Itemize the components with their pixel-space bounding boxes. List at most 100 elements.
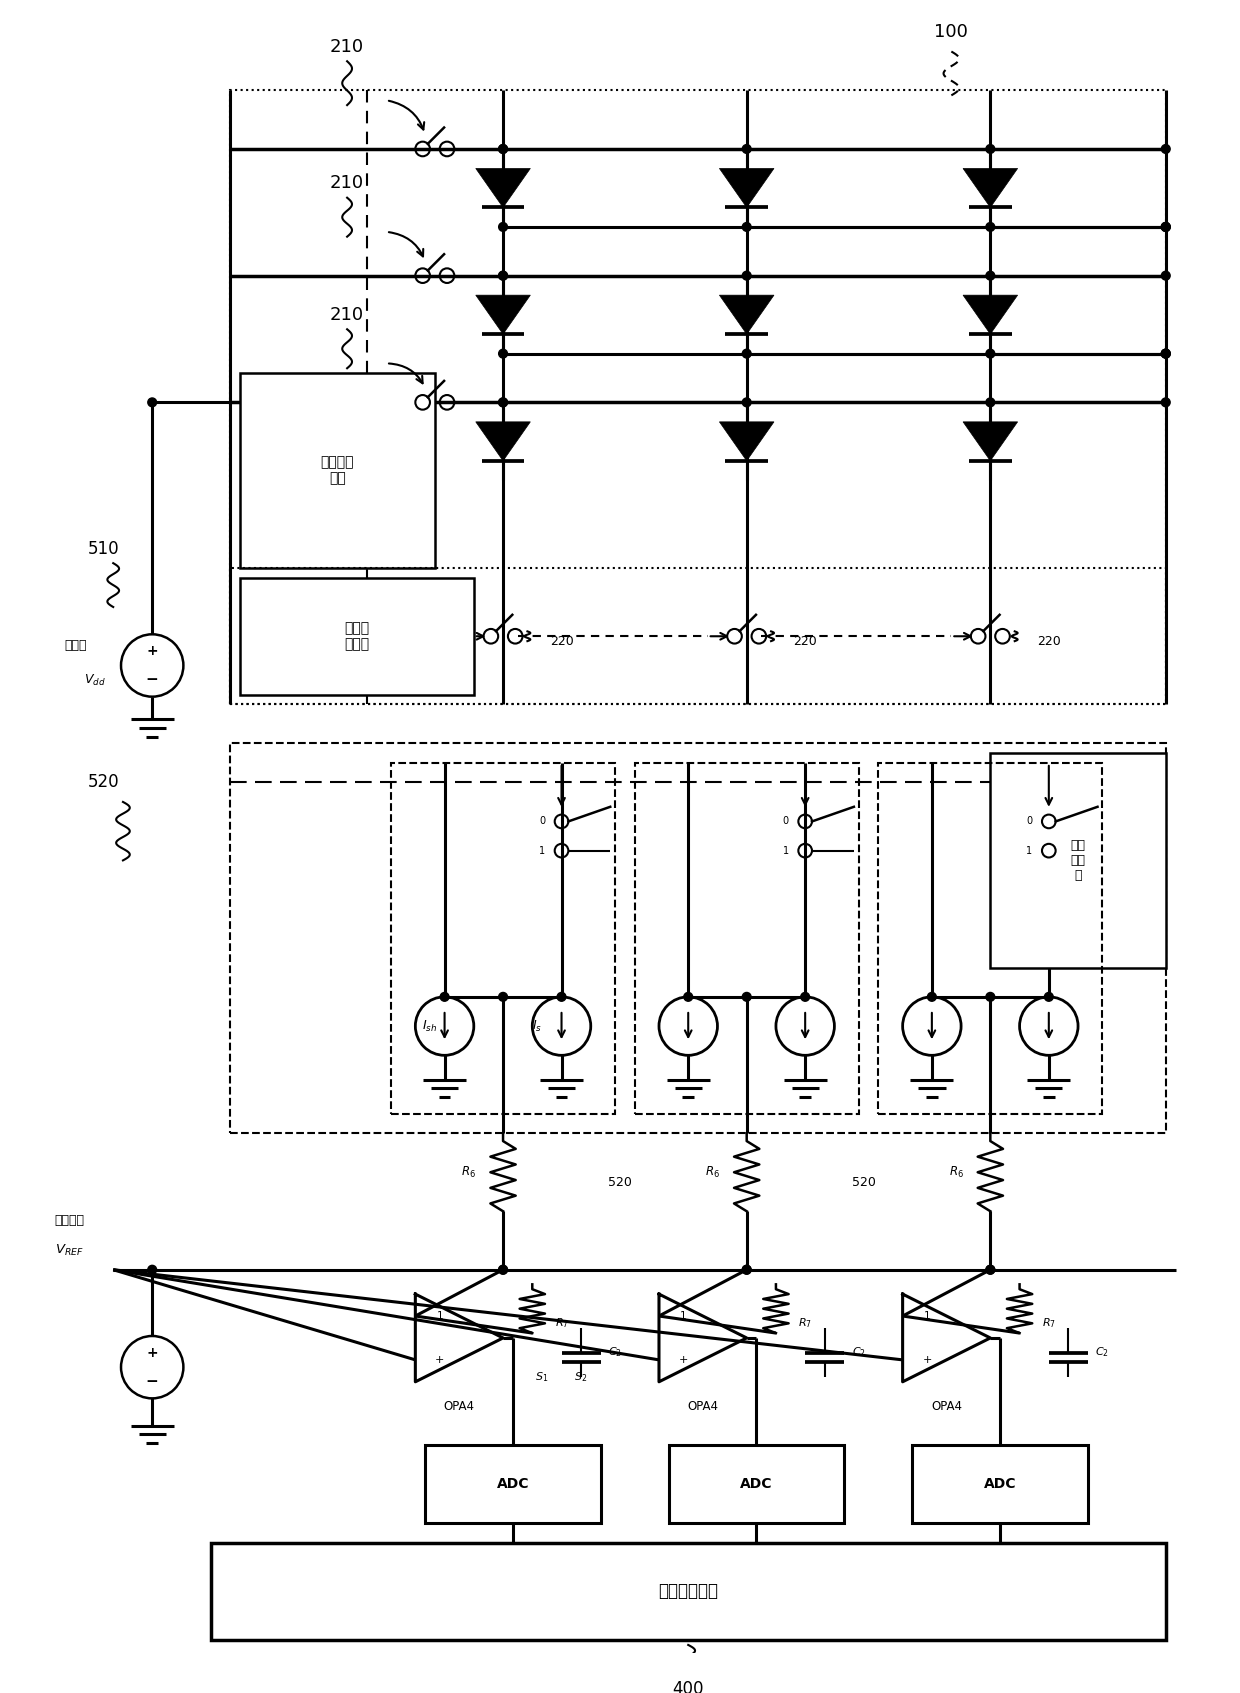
Bar [991,753,1166,968]
Circle shape [986,398,994,406]
Polygon shape [963,422,1018,460]
Text: $V_{REF}$: $V_{REF}$ [55,1243,84,1258]
Bar [239,372,435,569]
Circle shape [1162,144,1171,154]
Circle shape [1162,222,1171,232]
Circle shape [986,144,994,154]
Text: 520: 520 [88,774,119,791]
Text: 220: 220 [549,635,573,648]
Text: 400: 400 [672,1679,704,1693]
Circle shape [683,992,693,1001]
Polygon shape [719,169,774,208]
Circle shape [498,398,507,406]
Text: $I_{sh}$: $I_{sh}$ [423,1019,438,1034]
Text: 1: 1 [924,1310,930,1321]
Text: 参考电压: 参考电压 [55,1214,84,1227]
Text: 1: 1 [1027,846,1033,855]
Circle shape [743,992,751,1001]
Circle shape [1162,349,1171,357]
Circle shape [440,992,449,1001]
Text: 1: 1 [436,1310,443,1321]
Circle shape [1162,398,1171,406]
Bar [913,1446,1087,1524]
Text: $S_1$: $S_1$ [536,1370,548,1383]
Text: −: − [146,672,159,687]
Text: $R_6$: $R_6$ [461,1165,476,1180]
Circle shape [743,144,751,154]
Bar [425,1446,600,1524]
Circle shape [1162,271,1171,279]
Text: +: + [146,645,157,659]
Polygon shape [476,295,531,334]
Text: OPA4: OPA4 [687,1400,718,1412]
Circle shape [1162,349,1171,357]
Text: $R_7$: $R_7$ [799,1317,812,1331]
Text: $C_2$: $C_2$ [608,1346,622,1359]
Text: 0: 0 [782,816,789,826]
Bar [391,764,615,1114]
Bar [239,577,474,694]
Bar [231,569,1166,704]
Text: 0: 0 [539,816,546,826]
Circle shape [1044,992,1053,1001]
Text: 移位
寄存
器: 移位 寄存 器 [1070,840,1085,882]
Text: 列移位
寄存器: 列移位 寄存器 [345,621,370,652]
Polygon shape [719,422,774,460]
Bar [668,1446,844,1524]
Circle shape [986,222,994,232]
Text: +: + [146,1346,157,1359]
Text: OPA4: OPA4 [444,1400,475,1412]
Text: +: + [923,1354,931,1365]
Text: 520: 520 [852,1175,875,1188]
Text: 1: 1 [782,846,789,855]
Text: ADC: ADC [740,1476,773,1492]
Circle shape [498,271,507,279]
Bar [231,743,1166,1133]
Text: 220: 220 [1037,635,1060,648]
Text: +: + [678,1354,688,1365]
Text: 数据处理单元: 数据处理单元 [658,1583,718,1600]
Text: 510: 510 [88,540,119,557]
Text: ADC: ADC [496,1476,529,1492]
Circle shape [1162,222,1171,232]
Text: 210: 210 [330,174,365,191]
Circle shape [148,398,156,406]
Circle shape [557,992,565,1001]
Text: ADC: ADC [983,1476,1017,1492]
Circle shape [743,271,751,279]
Polygon shape [963,169,1018,208]
Circle shape [1162,349,1171,357]
Circle shape [1162,222,1171,232]
Text: $V_{dd}$: $V_{dd}$ [84,672,105,687]
Circle shape [928,992,936,1001]
Text: 电压源: 电压源 [64,640,87,652]
Circle shape [498,1265,507,1275]
Text: 520: 520 [608,1175,632,1188]
Circle shape [986,349,994,357]
Text: $I_s$: $I_s$ [532,1019,542,1034]
Circle shape [743,1265,751,1275]
Text: 100: 100 [935,24,968,41]
Circle shape [498,1265,507,1275]
Bar [211,1542,1166,1641]
Circle shape [498,398,507,406]
Circle shape [148,1265,156,1275]
Polygon shape [476,422,531,460]
Text: 220: 220 [794,635,817,648]
Polygon shape [963,295,1018,334]
Circle shape [498,144,507,154]
Text: OPA4: OPA4 [931,1400,962,1412]
Text: $R_6$: $R_6$ [949,1165,963,1180]
Circle shape [498,222,507,232]
Bar [635,764,859,1114]
Text: 210: 210 [330,37,365,56]
Circle shape [743,222,751,232]
Circle shape [498,144,507,154]
Circle shape [986,271,994,279]
Polygon shape [719,295,774,334]
Polygon shape [476,169,531,208]
Text: $R_6$: $R_6$ [706,1165,720,1180]
Text: 行移位寄
存器: 行移位寄 存器 [321,455,355,486]
Circle shape [498,349,507,357]
Circle shape [801,992,810,1001]
